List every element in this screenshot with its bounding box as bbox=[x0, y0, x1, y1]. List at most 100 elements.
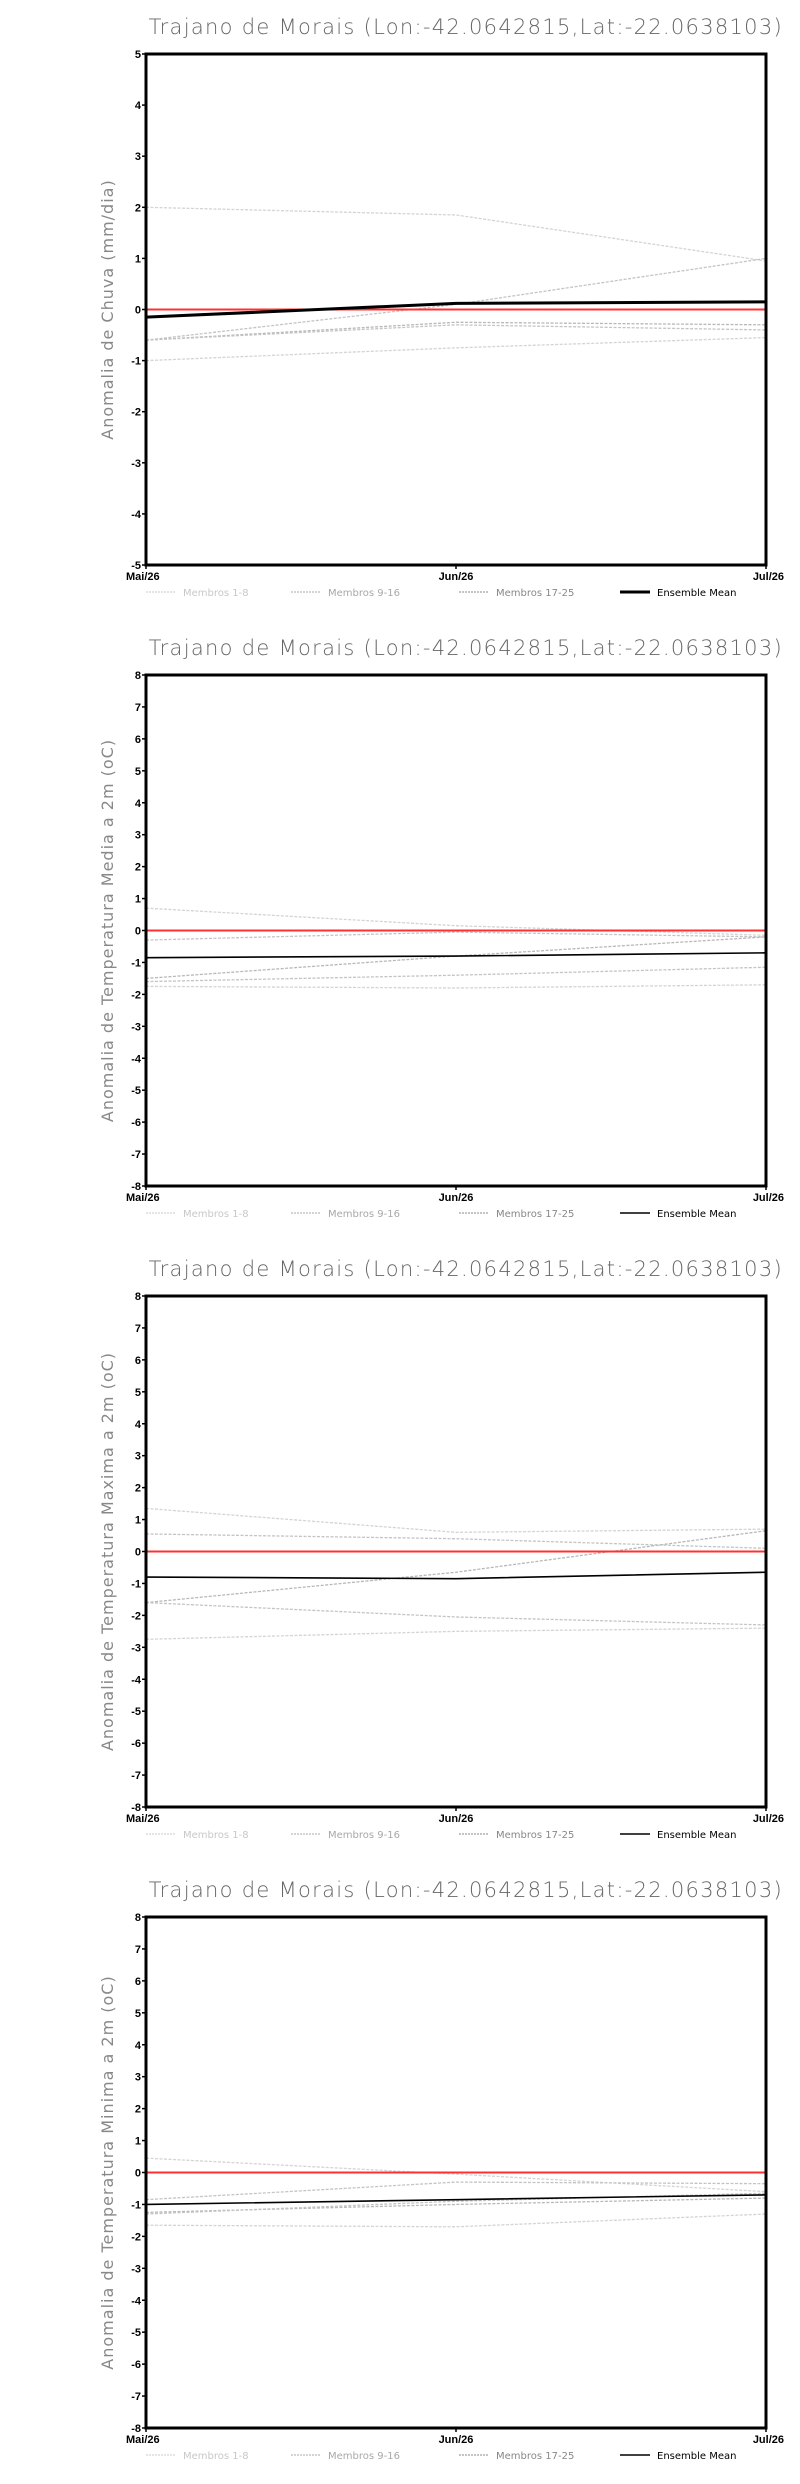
legend-label: Membros 9-16 bbox=[328, 2451, 400, 2462]
y-tick-label: 2 bbox=[135, 1483, 141, 1495]
y-tick-label: 8 bbox=[135, 670, 141, 682]
y-tick-label: 3 bbox=[135, 830, 141, 842]
legend-label: Membros 9-16 bbox=[328, 1830, 400, 1841]
legend-label: Membros 9-16 bbox=[328, 1209, 400, 1220]
y-tick-label: -4 bbox=[131, 1053, 142, 1065]
y-tick-label: 3 bbox=[135, 151, 141, 163]
member-series-line bbox=[145, 2157, 767, 2193]
x-tick-label: Jun/26 bbox=[439, 2434, 474, 2446]
y-tick-label: 0 bbox=[135, 2168, 141, 2180]
y-tick-label: 5 bbox=[135, 2008, 141, 2020]
legend-item: Ensemble Mean bbox=[620, 588, 736, 599]
chart-panel: Trajano de Morais (Lon:-42.0642815,Lat:-… bbox=[0, 0, 800, 621]
x-tick-label: Mai/26 bbox=[126, 571, 160, 583]
legend-item: Membros 1-8 bbox=[146, 588, 249, 599]
x-tick-label: Mai/26 bbox=[126, 2434, 160, 2446]
y-tick-label: 4 bbox=[135, 1419, 142, 1431]
member-series-line bbox=[145, 321, 767, 341]
x-tick-label: Jul/26 bbox=[753, 1192, 784, 1204]
legend-item: Ensemble Mean bbox=[620, 1209, 736, 1220]
y-tick-label: 0 bbox=[135, 305, 141, 317]
member-series-line bbox=[145, 324, 767, 341]
legend-label: Membros 1-8 bbox=[183, 2451, 249, 2462]
x-tick-label: Jul/26 bbox=[753, 2434, 784, 2446]
legend-item: Membros 1-8 bbox=[146, 1830, 249, 1841]
legend-item: Membros 1-8 bbox=[146, 1209, 249, 1220]
y-tick-label: -6 bbox=[131, 2359, 141, 2371]
y-tick-label: 0 bbox=[135, 1547, 141, 1559]
y-tick-label: -2 bbox=[131, 1610, 141, 1622]
member-series-line bbox=[145, 1533, 767, 1549]
y-tick-label: -5 bbox=[131, 1706, 141, 1718]
chart-svg: Trajano de Morais (Lon:-42.0642815,Lat:-… bbox=[98, 15, 784, 599]
y-tick-label: 2 bbox=[135, 862, 141, 874]
y-axis-label: Anomalia de Temperatura Media a 2m (oC) bbox=[98, 739, 117, 1122]
y-tick-label: -2 bbox=[131, 989, 141, 1001]
y-tick-label: 6 bbox=[135, 1355, 141, 1367]
y-tick-label: -6 bbox=[131, 1117, 141, 1129]
member-series-line bbox=[145, 1530, 767, 1604]
x-tick-label: Jun/26 bbox=[439, 1813, 474, 1825]
x-tick-label: Jun/26 bbox=[439, 571, 474, 583]
y-tick-label: 1 bbox=[135, 1515, 141, 1527]
ensemble-mean-line bbox=[145, 2194, 767, 2206]
y-tick-label: 1 bbox=[135, 2136, 141, 2148]
y-tick-label: -1 bbox=[131, 957, 141, 969]
y-tick-label: -3 bbox=[131, 2263, 141, 2275]
y-tick-label: 6 bbox=[135, 1976, 141, 1988]
y-tick-label: -7 bbox=[131, 1149, 141, 1161]
y-tick-label: -8 bbox=[131, 2423, 141, 2435]
legend-item: Membros 9-16 bbox=[291, 2451, 400, 2462]
chart-title: Trajano de Morais (Lon:-42.0642815,Lat:-… bbox=[149, 1878, 783, 1902]
member-series-line bbox=[145, 1507, 767, 1533]
legend-item: Membros 9-16 bbox=[291, 1830, 400, 1841]
legend-label: Membros 17-25 bbox=[496, 1830, 574, 1841]
y-tick-label: -8 bbox=[131, 1802, 141, 1814]
ensemble-mean-line bbox=[145, 300, 767, 319]
legend-label: Membros 17-25 bbox=[496, 1209, 574, 1220]
legend-label: Membros 1-8 bbox=[183, 588, 249, 599]
x-tick-label: Mai/26 bbox=[126, 1192, 160, 1204]
chart-title: Trajano de Morais (Lon:-42.0642815,Lat:-… bbox=[149, 15, 783, 39]
member-series-line bbox=[145, 206, 767, 262]
y-axis-label: Anomalia de Temperatura Minima a 2m (oC) bbox=[98, 1975, 117, 2369]
y-tick-label: -8 bbox=[131, 1181, 141, 1193]
legend-item: Membros 1-8 bbox=[146, 2451, 249, 2462]
legend-label: Membros 17-25 bbox=[496, 2451, 574, 2462]
ensemble-mean-line bbox=[145, 952, 767, 959]
legend-label: Ensemble Mean bbox=[657, 1830, 736, 1841]
member-series-line bbox=[145, 1601, 767, 1626]
chart-title: Trajano de Morais (Lon:-42.0642815,Lat:-… bbox=[149, 1257, 783, 1281]
member-series-line bbox=[145, 336, 767, 362]
y-tick-label: -4 bbox=[131, 2295, 142, 2307]
y-tick-label: -2 bbox=[131, 2231, 141, 2243]
y-tick-label: -1 bbox=[131, 1578, 141, 1590]
y-tick-label: 4 bbox=[135, 2040, 142, 2052]
y-tick-label: -3 bbox=[131, 1642, 141, 1654]
y-tick-label: 6 bbox=[135, 734, 141, 746]
y-tick-label: -7 bbox=[131, 2391, 141, 2403]
chart-panel: Trajano de Morais (Lon:-42.0642815,Lat:-… bbox=[0, 621, 800, 1242]
y-tick-label: -4 bbox=[131, 509, 142, 521]
chart-svg: Trajano de Morais (Lon:-42.0642815,Lat:-… bbox=[98, 636, 784, 1220]
x-tick-label: Jul/26 bbox=[753, 571, 784, 583]
y-tick-label: 4 bbox=[135, 798, 142, 810]
y-tick-label: 4 bbox=[135, 100, 142, 112]
legend-item: Membros 17-25 bbox=[459, 2451, 574, 2462]
y-axis-label: Anomalia de Temperatura Maxima a 2m (oC) bbox=[98, 1352, 117, 1751]
plot-frame bbox=[144, 1294, 768, 1809]
y-tick-label: -5 bbox=[131, 1085, 141, 1097]
legend-label: Ensemble Mean bbox=[657, 588, 736, 599]
y-tick-label: 3 bbox=[135, 2072, 141, 2084]
chart-panel: Trajano de Morais (Lon:-42.0642815,Lat:-… bbox=[0, 1242, 800, 1863]
y-tick-label: -6 bbox=[131, 1738, 141, 1750]
legend-label: Membros 17-25 bbox=[496, 588, 574, 599]
member-series-line bbox=[145, 1627, 767, 1640]
y-tick-label: 7 bbox=[135, 1944, 141, 1956]
y-tick-label: -3 bbox=[131, 1021, 141, 1033]
legend-label: Membros 1-8 bbox=[183, 1209, 249, 1220]
legend-label: Ensemble Mean bbox=[657, 2451, 736, 2462]
y-tick-label: 3 bbox=[135, 1451, 141, 1463]
legend-item: Membros 17-25 bbox=[459, 588, 574, 599]
y-axis-label: Anomalia de Chuva (mm/dia) bbox=[98, 179, 117, 439]
